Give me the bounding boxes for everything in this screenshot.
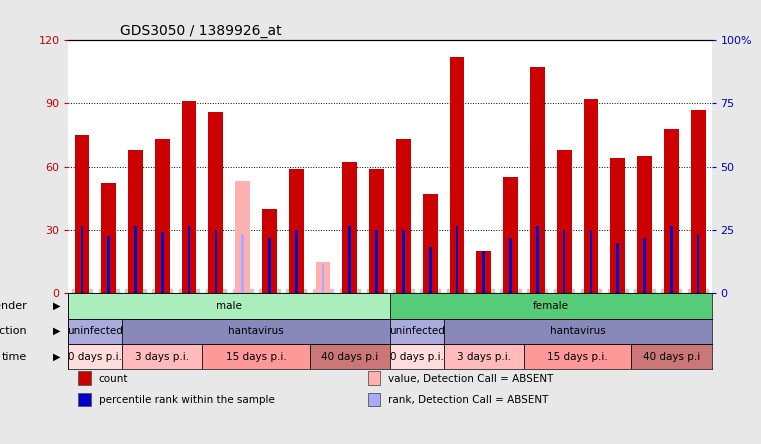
Text: ▶: ▶ (53, 326, 61, 336)
Text: value, Detection Call = ABSENT: value, Detection Call = ABSENT (388, 374, 553, 384)
Bar (262, 209, 277, 293)
Text: GDS3050 / 1389926_at: GDS3050 / 1389926_at (120, 24, 282, 38)
Bar (697, 234, 699, 293)
Text: male: male (216, 301, 242, 311)
Bar (670, 226, 673, 293)
Bar (444, 344, 524, 369)
Bar (631, 344, 712, 369)
Bar (78, 372, 91, 385)
Text: hantavirus: hantavirus (549, 326, 606, 336)
Text: 40 days p.i: 40 days p.i (321, 352, 378, 361)
Text: 3 days p.i.: 3 days p.i. (135, 352, 189, 361)
Bar (476, 251, 491, 293)
Bar (241, 234, 244, 293)
Bar (368, 372, 380, 385)
Text: uninfected: uninfected (67, 326, 123, 336)
Bar (342, 163, 357, 293)
Bar (503, 177, 518, 293)
Bar (107, 236, 110, 293)
Bar (643, 238, 646, 293)
Bar (402, 230, 405, 293)
Bar (390, 344, 444, 369)
Bar (530, 67, 545, 293)
Bar (349, 226, 351, 293)
Text: 0 days p.i.: 0 days p.i. (390, 352, 444, 361)
Bar (289, 169, 304, 293)
Bar (310, 344, 390, 369)
Bar (610, 158, 625, 293)
Bar (557, 150, 572, 293)
Bar (155, 139, 170, 293)
Bar (509, 238, 512, 293)
Bar (322, 264, 324, 293)
Bar (482, 251, 485, 293)
Bar (396, 139, 411, 293)
Bar (78, 392, 91, 406)
Text: ▶: ▶ (53, 352, 61, 361)
Text: gender: gender (0, 301, 27, 311)
Bar (235, 182, 250, 293)
Bar (590, 230, 592, 293)
Text: uninfected: uninfected (389, 326, 444, 336)
Bar (202, 344, 310, 369)
Text: 3 days p.i.: 3 days p.i. (457, 352, 511, 361)
Bar (563, 230, 565, 293)
Bar (664, 129, 679, 293)
Bar (536, 226, 539, 293)
Bar (375, 230, 378, 293)
Bar (122, 344, 202, 369)
Bar (637, 156, 652, 293)
Text: 0 days p.i.: 0 days p.i. (68, 352, 123, 361)
Bar (128, 150, 143, 293)
Text: percentile rank within the sample: percentile rank within the sample (99, 395, 275, 405)
Bar (390, 319, 444, 344)
Bar (691, 110, 705, 293)
Bar (429, 247, 431, 293)
Bar (316, 262, 330, 293)
Bar (616, 242, 619, 293)
Text: 15 days p.i.: 15 days p.i. (547, 352, 608, 361)
Bar (524, 344, 631, 369)
Bar (68, 293, 390, 319)
Bar (456, 226, 458, 293)
Bar (268, 238, 271, 293)
Bar (68, 344, 122, 369)
Text: ▶: ▶ (53, 301, 61, 311)
Text: hantavirus: hantavirus (228, 326, 284, 336)
Bar (68, 319, 122, 344)
Text: 15 days p.i.: 15 days p.i. (226, 352, 286, 361)
Bar (423, 194, 438, 293)
Bar (161, 232, 164, 293)
Bar (390, 293, 712, 319)
Bar (295, 230, 298, 293)
Text: 40 days p.i: 40 days p.i (643, 352, 700, 361)
Text: female: female (533, 301, 568, 311)
Bar (369, 169, 384, 293)
Bar (134, 226, 137, 293)
Bar (241, 234, 244, 293)
Bar (215, 230, 217, 293)
Bar (122, 319, 390, 344)
Text: count: count (99, 374, 128, 384)
Bar (209, 112, 223, 293)
Bar (182, 101, 196, 293)
Bar (81, 226, 83, 293)
Bar (75, 135, 89, 293)
Bar (450, 57, 464, 293)
Bar (101, 183, 116, 293)
Text: time: time (2, 352, 27, 361)
Bar (188, 226, 190, 293)
Text: rank, Detection Call = ABSENT: rank, Detection Call = ABSENT (388, 395, 549, 405)
Bar (444, 319, 712, 344)
Text: infection: infection (0, 326, 27, 336)
Bar (368, 392, 380, 406)
Bar (584, 99, 598, 293)
